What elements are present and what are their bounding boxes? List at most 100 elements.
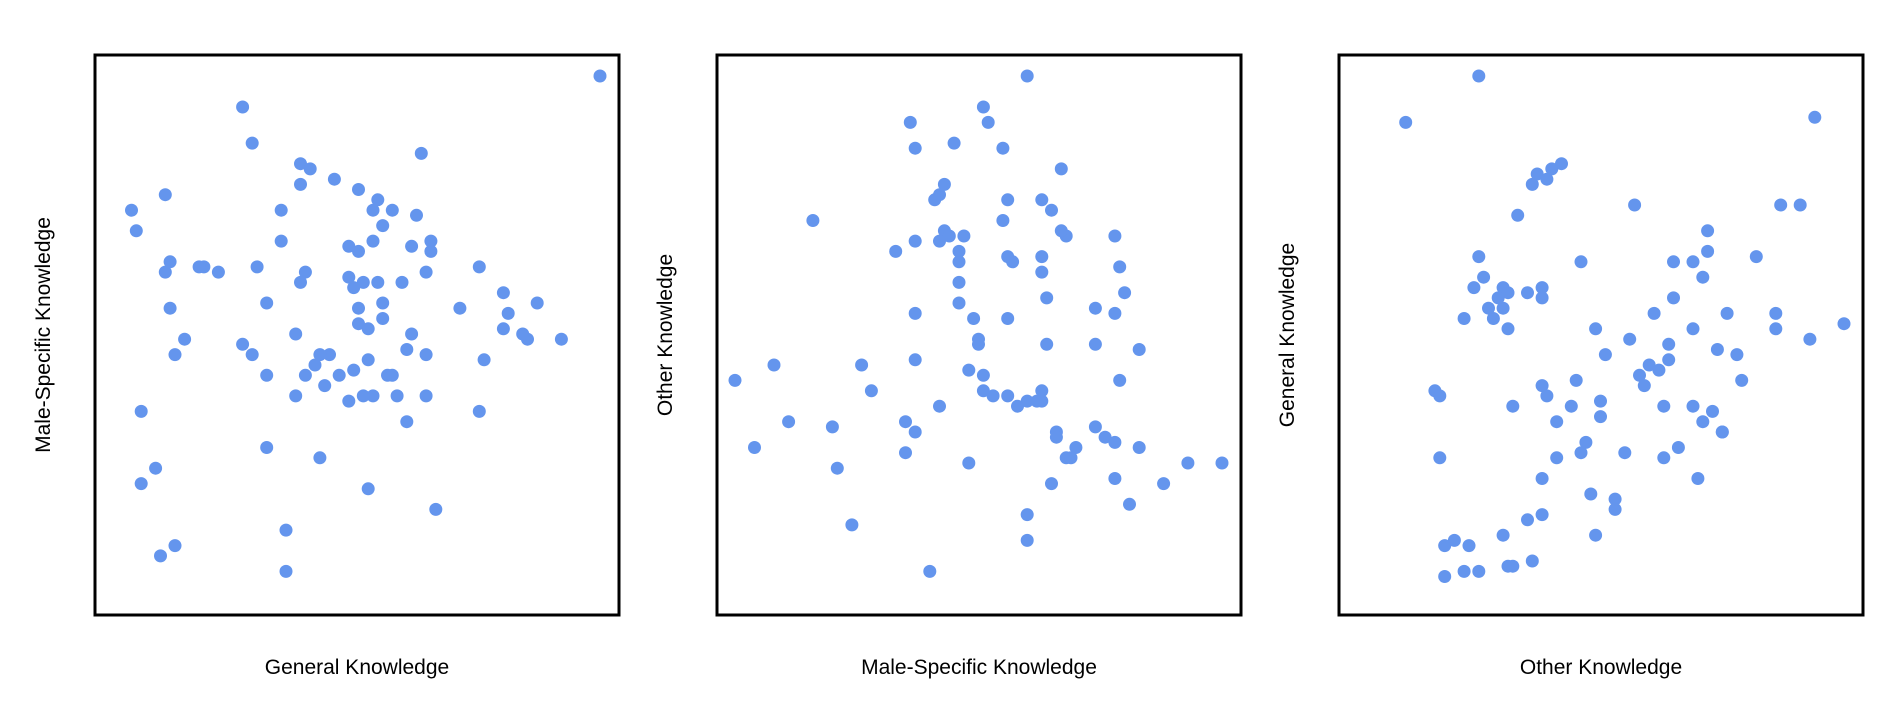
scatter-point — [981, 115, 995, 129]
scatter-point — [903, 115, 917, 129]
scatter-point — [298, 368, 312, 382]
scatter-point — [1467, 281, 1481, 295]
scatter-point — [342, 394, 356, 408]
scatter-point — [260, 296, 274, 310]
scatter-point — [1088, 420, 1102, 434]
scatter-point — [899, 446, 912, 460]
scatter-point — [298, 265, 312, 279]
scatter-point — [294, 177, 307, 191]
scatter-point — [1696, 415, 1710, 429]
scatter-point — [1579, 435, 1593, 449]
scatter-point — [260, 441, 274, 454]
scatter-point — [1501, 322, 1515, 336]
points-layer-2 — [728, 69, 1229, 578]
scatter-point — [274, 234, 288, 248]
scatter-point — [260, 368, 274, 382]
scatter-point — [1686, 322, 1700, 336]
scatter-point — [1482, 301, 1495, 315]
scatter-point — [1020, 533, 1034, 547]
scatter-point — [1769, 322, 1783, 336]
scatter-point — [163, 255, 177, 269]
scatter-point — [1433, 451, 1447, 465]
scatter-point — [1511, 208, 1525, 222]
scatter-point — [1457, 564, 1471, 578]
scatter-point — [1594, 394, 1607, 408]
scatter-point — [347, 281, 361, 295]
scatter-point — [274, 203, 288, 217]
scatter-point — [163, 301, 177, 315]
scatter-point — [308, 358, 322, 372]
scatter-point — [1535, 379, 1549, 393]
scatter-point — [1521, 513, 1534, 527]
scatter-point — [967, 312, 981, 325]
scatter-point — [952, 255, 966, 269]
scatter-point — [158, 265, 172, 279]
scatter-point — [1715, 425, 1729, 439]
points-layer-3 — [1399, 69, 1851, 583]
scatter-point — [371, 275, 385, 289]
scatter-point — [1462, 539, 1476, 553]
scatter-point — [972, 332, 985, 346]
scatter-point — [1701, 244, 1715, 258]
scatter-point — [419, 389, 433, 403]
scatter-point — [996, 214, 1010, 227]
scatter-point — [957, 229, 971, 243]
scatter-point — [1749, 250, 1763, 264]
scatter-point — [1647, 306, 1661, 320]
scatter-point — [1123, 497, 1136, 511]
scatter-point — [986, 389, 1000, 403]
scatter-point — [250, 260, 264, 274]
scatter-point — [1020, 394, 1034, 408]
scatter-point — [405, 239, 419, 253]
scatter-point — [1530, 167, 1544, 181]
scatter-point — [361, 353, 375, 367]
scatter-point — [385, 203, 399, 217]
scatter-point — [313, 451, 327, 465]
scatter-point — [1667, 291, 1680, 305]
scatter-point — [1157, 477, 1171, 491]
plot-frame-3 — [1337, 53, 1865, 617]
scatter-point — [855, 358, 869, 372]
scatter-point — [1608, 492, 1622, 506]
scatter-point — [501, 306, 515, 320]
scatter-point — [1637, 379, 1651, 393]
scatter-point — [1011, 399, 1024, 413]
scatter-point — [1035, 193, 1049, 207]
scatter-point — [1671, 441, 1685, 454]
scatter-point — [933, 234, 946, 248]
scatter-point — [1108, 435, 1122, 449]
scatter-point — [1623, 332, 1637, 346]
scatter-point — [996, 141, 1010, 155]
scatter-point — [1132, 343, 1146, 356]
scatter-point — [1045, 477, 1058, 491]
scatter-point — [390, 389, 404, 403]
scatter-point — [728, 373, 742, 387]
scatter-point — [962, 456, 976, 470]
scatter-point — [1020, 69, 1034, 83]
scatter-point — [1020, 508, 1034, 522]
scatter-point — [1118, 286, 1132, 300]
scatter-point — [289, 389, 303, 403]
scatter-point — [376, 312, 390, 325]
scatter-point — [245, 348, 259, 362]
scatter-point — [1108, 306, 1122, 320]
scatter-point — [1399, 115, 1413, 129]
scatter-point — [327, 172, 341, 186]
scatter-point — [410, 208, 423, 222]
scatter-point — [236, 337, 250, 351]
scatter-point — [1730, 348, 1744, 362]
scatter-point — [134, 404, 148, 418]
scatter-point — [472, 260, 486, 274]
scatter-point — [976, 368, 990, 382]
plot-frame-2 — [715, 53, 1243, 617]
scatter-point — [313, 348, 327, 362]
scatter-point — [1598, 348, 1612, 362]
scatter-point — [419, 348, 433, 362]
scatter-point — [1686, 255, 1700, 269]
scatter-point — [356, 275, 370, 289]
scatter-panel-1: General Knowledge Male-Specific Knowledg… — [32, 53, 621, 679]
scatter-point — [952, 244, 966, 258]
scatter-point — [323, 348, 336, 362]
scatter-point — [1555, 157, 1568, 171]
scatter-point — [1720, 306, 1734, 320]
